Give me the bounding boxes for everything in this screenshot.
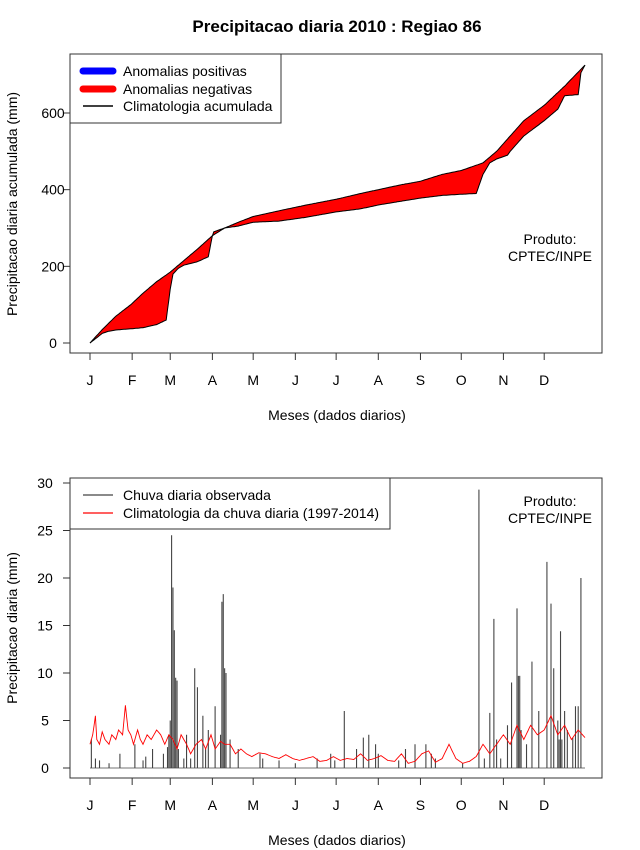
top-legend: Anomalias positivas Anomalias negativas … xyxy=(69,53,282,124)
bottom-y-tick-label: 5 xyxy=(41,713,49,729)
bottom-x-tick-label: F xyxy=(128,797,137,813)
bottom-x-tick-label: J xyxy=(292,797,299,813)
climatology-cumulative-line xyxy=(89,64,586,344)
bottom-x-tick-label: N xyxy=(498,797,508,813)
bottom-x-tick-label: S xyxy=(416,797,425,813)
bottom-x-tick-label: O xyxy=(456,797,467,813)
observed-cumulative-line xyxy=(89,64,586,344)
bottom-chart: 0 5 10 15 20 25 30 J F M A M J J A S O N D Meses (dados d… xyxy=(4,475,603,848)
legend-label-negative: Anomalias negativas xyxy=(123,81,252,97)
bottom-x-tick-label: J xyxy=(87,797,94,813)
top-annotation-line-2: CPTEC/INPE xyxy=(508,248,592,264)
legend-label-climatology-daily: Climatologia da chuva diaria (1997-2014) xyxy=(123,505,379,521)
legend-label-climatology: Climatologia acumulada xyxy=(123,98,273,114)
top-y-axis-label: Precipitacao diaria acumulada (mm) xyxy=(4,92,20,316)
top-x-tick-label: M xyxy=(164,372,176,388)
legend-label-observed: Chuva diaria observada xyxy=(123,487,271,503)
top-x-tick-label: F xyxy=(128,372,137,388)
bottom-x-tick-label: M xyxy=(164,797,176,813)
bottom-y-tick-label: 10 xyxy=(37,665,53,681)
top-x-tick-label: J xyxy=(292,372,299,388)
top-x-tick-label: O xyxy=(456,372,467,388)
top-x-tick-label: M xyxy=(247,372,259,388)
bottom-x-tick-label: M xyxy=(247,797,259,813)
top-x-tick-label: A xyxy=(208,372,218,388)
bottom-annotation-line-2: CPTEC/INPE xyxy=(508,510,592,526)
bottom-y-axis: 0 5 10 15 20 25 30 xyxy=(37,475,71,776)
top-chart-title: Precipitacao diaria 2010 : Regiao 86 xyxy=(192,17,481,36)
top-y-axis: 0 200 400 600 xyxy=(41,105,71,351)
bottom-x-tick-label: D xyxy=(539,797,549,813)
bottom-legend: Chuva diaria observada Climatologia da c… xyxy=(69,477,391,530)
bottom-y-axis-label: Precipitacao diaria (mm) xyxy=(4,552,20,704)
top-y-tick-label: 200 xyxy=(41,258,65,274)
top-x-tick-label: D xyxy=(539,372,549,388)
bottom-x-axis-label: Meses (dados diarios) xyxy=(268,832,406,848)
bottom-y-tick-label: 15 xyxy=(37,618,53,634)
top-chart: Precipitacao diaria 2010 : Regiao 86 0 20… xyxy=(4,17,603,423)
bottom-annotation-line-1: Produto: xyxy=(524,493,577,509)
top-x-tick-label: J xyxy=(333,372,340,388)
bottom-x-tick-label: A xyxy=(374,797,384,813)
top-x-tick-label: N xyxy=(498,372,508,388)
top-x-tick-label: J xyxy=(87,372,94,388)
bottom-y-tick-label: 0 xyxy=(41,760,49,776)
bottom-y-tick-label: 20 xyxy=(37,570,53,586)
top-y-tick-label: 600 xyxy=(41,105,65,121)
anomaly-negative-area xyxy=(90,65,585,343)
top-y-tick-label: 400 xyxy=(41,182,65,198)
top-annotation-line-1: Produto: xyxy=(524,231,577,247)
daily-climatology-line xyxy=(89,705,586,764)
anomaly-area-layer xyxy=(90,65,585,343)
bottom-x-tick-label: J xyxy=(333,797,340,813)
top-x-tick-label: S xyxy=(416,372,425,388)
daily-rain-bars xyxy=(90,489,582,768)
bottom-y-tick-label: 30 xyxy=(37,475,53,491)
legend-label-positive: Anomalias positivas xyxy=(123,63,247,79)
top-x-tick-label: A xyxy=(374,372,384,388)
bottom-y-tick-label: 25 xyxy=(37,523,53,539)
bottom-legend-box xyxy=(69,477,391,530)
top-y-tick-label: 0 xyxy=(49,335,57,351)
top-x-axis-label: Meses (dados diarios) xyxy=(268,407,406,423)
bottom-x-tick-label: A xyxy=(208,797,218,813)
